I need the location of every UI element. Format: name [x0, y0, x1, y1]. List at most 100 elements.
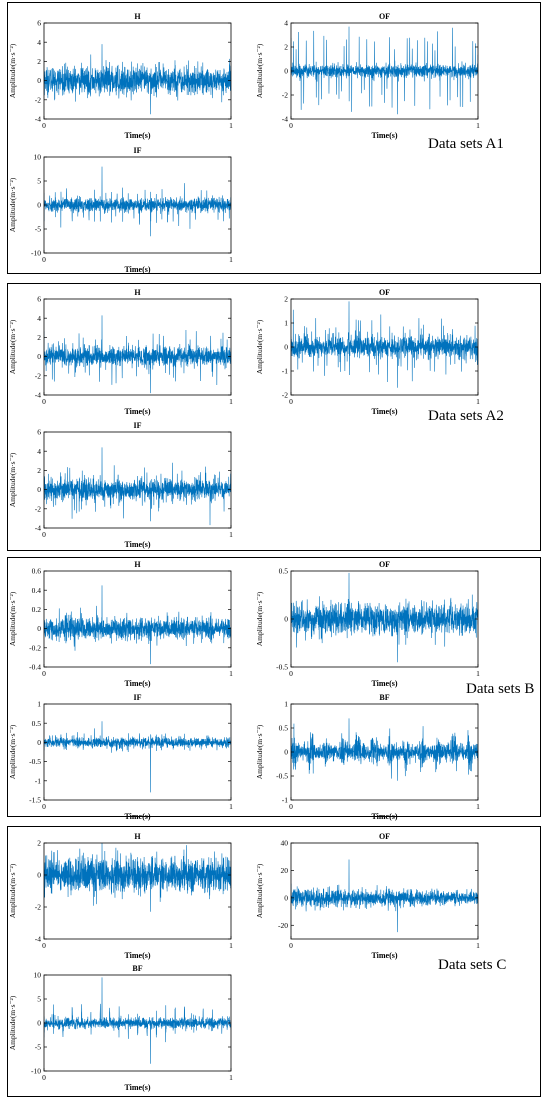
group-a1: Data sets A1 [7, 2, 541, 274]
x-axis-label: Time(s) [371, 951, 397, 960]
y-tick-label: 5 [37, 177, 41, 186]
chart-svg: -0.4 -0.2 0 0.2 0.4 0.6 0 1 H Time(s) Amplitude(m·… [8, 560, 233, 688]
x-tick-label: 0 [42, 121, 46, 130]
x-tick-label: 1 [229, 255, 233, 264]
x-axis-label: Time(s) [371, 131, 397, 140]
y-axis-label: Amplitude(m·s⁻²) [255, 724, 264, 779]
plot-title: OF [379, 832, 390, 841]
x-axis-label: Time(s) [124, 265, 150, 274]
axes-box [43, 842, 232, 940]
y-tick-label: 0.5 [32, 719, 42, 728]
y-tick-label: 0 [284, 893, 288, 902]
y-tick-label: 2 [37, 333, 41, 342]
y-axis-label: Amplitude(m·s⁻²) [255, 591, 264, 646]
plot-b-h: -0.4 -0.2 0 0.2 0.4 0.6 0 1 H Time(s) Amplitude(m·… [6, 557, 237, 691]
x-axis-label: Time(s) [124, 812, 150, 821]
y-tick-label: 0.6 [32, 567, 42, 576]
y-tick-label: -20 [278, 921, 288, 930]
signal-line [44, 721, 231, 793]
x-tick-label: 1 [229, 121, 233, 130]
x-tick-label: 1 [229, 802, 233, 811]
chart-svg: -4 -2 0 2 0 1 H Time(s) Amplitude(m·s⁻²) [8, 832, 233, 960]
plot-c-bf: -10 -5 0 5 10 0 1 BF Time(s) Amplitude(m·s⁻²) [6, 961, 237, 1095]
y-axis-label: Amplitude(m·s⁻²) [8, 724, 17, 779]
plot-title: IF [134, 693, 142, 702]
y-tick-label: 10 [34, 153, 42, 162]
chart-svg: -4 -2 0 2 4 6 0 1 H Time(s) Amplitude(m·s⁻²) [8, 12, 233, 140]
y-tick-label: 0.5 [279, 567, 289, 576]
y-tick-label: 2 [37, 839, 41, 848]
plot-title: H [134, 12, 141, 21]
plot-c-h: -4 -2 0 2 0 1 H Time(s) Amplitude(m·s⁻²) [6, 829, 237, 963]
y-axis-label: Amplitude(m·s⁻²) [8, 177, 17, 232]
plot-title: OF [379, 560, 390, 569]
x-axis-label: Time(s) [124, 131, 150, 140]
x-axis-label: Time(s) [371, 407, 397, 416]
y-tick-label: 0 [284, 615, 288, 624]
axes-box [43, 22, 232, 120]
y-tick-label: -4 [35, 524, 41, 533]
x-axis-label: Time(s) [124, 951, 150, 960]
y-tick-label: -0.5 [276, 663, 288, 672]
y-tick-label: 0 [284, 748, 288, 757]
x-tick-label: 0 [42, 941, 46, 950]
y-tick-label: 2 [284, 43, 288, 52]
signal-line [44, 585, 231, 665]
y-tick-label: -0.2 [29, 643, 41, 652]
plot-a1-h: -4 -2 0 2 4 6 0 1 H Time(s) Amplitude(m·s⁻²) [6, 9, 237, 143]
x-tick-label: 1 [229, 1073, 233, 1082]
x-axis-label: Time(s) [124, 679, 150, 688]
y-tick-label: 0 [37, 871, 41, 880]
axes-box [290, 842, 479, 940]
signal-line [44, 44, 231, 115]
y-tick-label: -4 [282, 115, 288, 124]
signal-line [44, 977, 231, 1064]
x-tick-label: 1 [476, 397, 480, 406]
y-tick-label: 4 [37, 447, 41, 456]
x-tick-label: 1 [229, 397, 233, 406]
y-tick-label: -0.4 [29, 663, 41, 672]
y-tick-label: 0.5 [279, 724, 289, 733]
x-tick-label: 0 [42, 669, 46, 678]
x-tick-label: 0 [289, 397, 293, 406]
y-tick-label: -0.5 [29, 757, 41, 766]
chart-svg: -4 -2 0 2 4 6 0 1 H Time(s) Amplitude(m·s⁻²) [8, 288, 233, 416]
x-axis-label: Time(s) [371, 812, 397, 821]
plot-title: OF [379, 12, 390, 21]
y-tick-label: -5 [35, 1043, 41, 1052]
x-tick-label: 0 [289, 802, 293, 811]
y-tick-label: 4 [37, 314, 41, 323]
signal-line [291, 301, 478, 388]
signal-line [291, 572, 478, 663]
y-tick-label: 20 [281, 866, 289, 875]
signal-line [291, 859, 478, 933]
y-tick-label: -1 [282, 367, 288, 376]
y-axis-label: Amplitude(m·s⁻²) [8, 995, 17, 1050]
x-tick-label: 0 [289, 941, 293, 950]
plot-title: BF [132, 964, 142, 973]
plot-c-of: -20 0 20 40 0 1 OF Time(s) Amplitude(m·s⁻²) [253, 829, 484, 963]
plot-a2-of: -2 -1 0 1 2 0 1 OF Time(s) Amplitude(m·s⁻²) [253, 285, 484, 419]
group-c: Data sets C [7, 826, 541, 1097]
y-tick-label: -4 [35, 935, 41, 944]
y-tick-label: 0 [37, 352, 41, 361]
signal-line [291, 718, 478, 781]
x-tick-label: 0 [289, 121, 293, 130]
chart-svg: -4 -2 0 2 4 6 0 1 IF Time(s) Amplitude(m·s⁻²) [8, 421, 233, 549]
y-tick-label: -5 [35, 225, 41, 234]
y-tick-label: 0 [37, 76, 41, 85]
plot-title: IF [134, 146, 142, 155]
y-tick-label: 6 [37, 428, 41, 437]
signal-line [44, 447, 231, 526]
x-tick-label: 1 [229, 941, 233, 950]
y-tick-label: 2 [37, 57, 41, 66]
x-tick-label: 0 [42, 1073, 46, 1082]
y-tick-label: 4 [284, 19, 288, 28]
y-tick-label: 0 [37, 738, 41, 747]
y-tick-label: -2 [35, 903, 41, 912]
y-tick-label: -0.5 [276, 772, 288, 781]
x-tick-label: 1 [476, 941, 480, 950]
y-tick-label: -2 [282, 391, 288, 400]
chart-svg: -20 0 20 40 0 1 OF Time(s) Amplitude(m·s⁻²) [255, 832, 480, 960]
